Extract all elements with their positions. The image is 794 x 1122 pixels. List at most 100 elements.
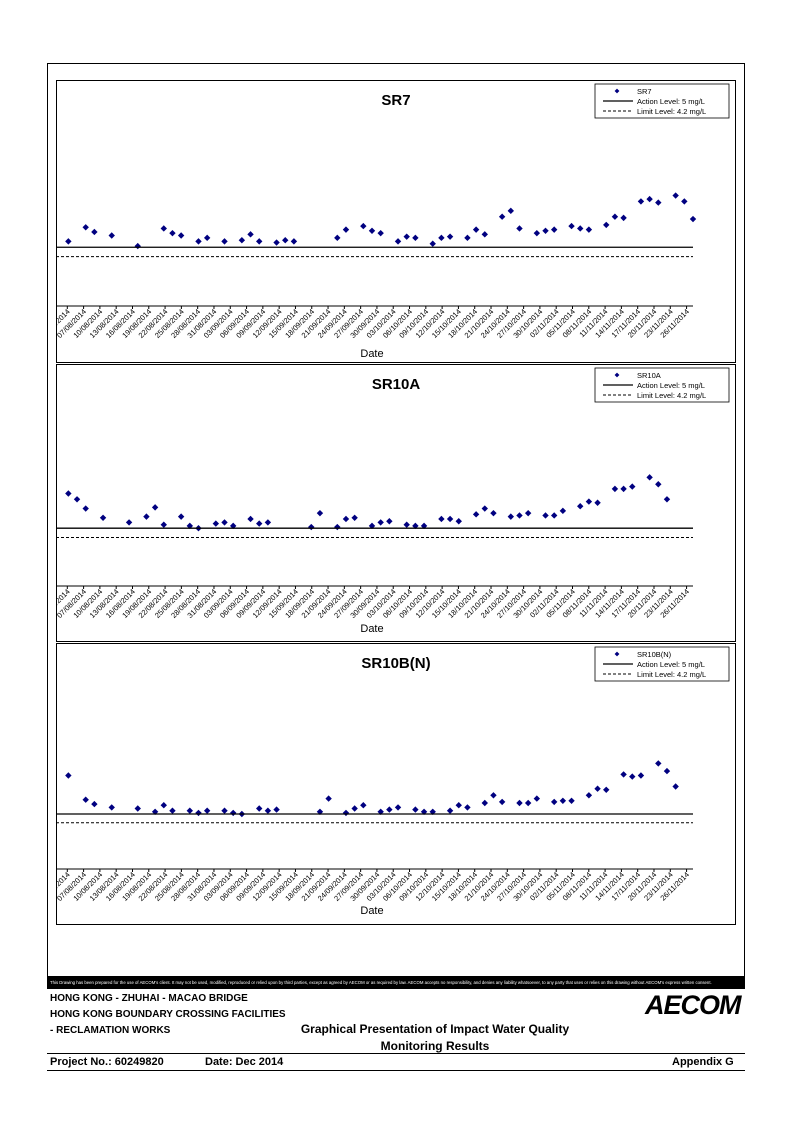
data-point [177, 513, 185, 520]
data-point [498, 213, 506, 220]
data-point [516, 512, 523, 519]
data-point [516, 225, 523, 232]
chart-title: SR10A [372, 376, 421, 393]
data-point [290, 238, 298, 245]
data-point [247, 231, 254, 238]
data-point [655, 481, 662, 488]
data-point [533, 229, 541, 237]
data-point [603, 786, 610, 793]
data-point [125, 519, 133, 526]
issue-date: Date: Dec 2014 [205, 1056, 284, 1068]
data-point [203, 234, 211, 242]
data-point [368, 227, 376, 234]
data-point [91, 228, 98, 236]
legend-entry-label: Limit Level: 4.2 mg/L [637, 391, 706, 400]
data-point [264, 519, 272, 526]
data-point [256, 520, 263, 527]
legend-marker-sample [614, 88, 620, 94]
data-point [446, 233, 454, 240]
data-point [559, 507, 567, 515]
data-point [585, 498, 593, 505]
data-point [577, 503, 584, 510]
data-point [672, 192, 679, 199]
data-point [490, 509, 497, 517]
data-point [464, 234, 471, 242]
data-point [221, 807, 228, 814]
data-point [334, 523, 341, 531]
data-point [82, 796, 89, 803]
footer-divider [47, 1053, 745, 1054]
legend-entry-label: SR7 [637, 87, 652, 96]
data-point [212, 520, 220, 527]
data-point [585, 792, 593, 799]
data-point [472, 511, 480, 518]
data-point [65, 772, 72, 779]
data-point [342, 515, 350, 523]
project-number: Project No.: 60249820 [50, 1056, 164, 1068]
data-point [73, 496, 81, 503]
data-point [394, 238, 402, 245]
data-point [429, 240, 436, 247]
data-point [689, 215, 697, 223]
data-point [82, 505, 89, 512]
data-point [256, 805, 263, 812]
data-point [256, 238, 263, 245]
data-point [412, 234, 419, 242]
legend-entry-label: Action Level: 5 mg/L [637, 660, 705, 669]
data-point [550, 512, 558, 519]
data-point [186, 522, 194, 530]
drawing-title-line-2: Monitoring Results [380, 1039, 490, 1053]
data-point [637, 198, 645, 205]
data-point [420, 522, 428, 530]
data-point [516, 799, 523, 807]
chart-sr10bn: SR10B(N)0246810121416Concentration, mg/L… [57, 646, 730, 917]
data-point [620, 485, 627, 493]
legend-entry-label: SR10B(N) [637, 650, 672, 659]
data-point [611, 485, 619, 493]
data-point [577, 225, 584, 232]
data-point [247, 515, 254, 523]
data-point [481, 799, 488, 807]
data-point [221, 519, 228, 526]
data-point [403, 233, 410, 240]
data-point [646, 474, 653, 481]
x-axis-label: Date [360, 623, 383, 635]
data-point [351, 514, 358, 521]
data-point [108, 804, 115, 811]
data-point [169, 229, 176, 237]
project-name-line-3: - RECLAMATION WORKS [50, 1025, 171, 1036]
chart-panel-sr7: SR70246810121416Concentration, mg/L01/08… [56, 80, 736, 363]
data-point [229, 809, 237, 817]
data-point [585, 226, 593, 233]
data-point [629, 773, 636, 780]
data-point [629, 483, 636, 490]
data-point [342, 226, 350, 233]
data-point [169, 807, 176, 814]
data-point [438, 234, 445, 242]
data-point [524, 799, 532, 807]
data-point [221, 238, 228, 245]
data-point [377, 519, 384, 526]
data-point [507, 513, 515, 520]
data-point [533, 795, 541, 802]
legend-entry-label: SR10A [637, 371, 661, 380]
data-point [412, 522, 419, 530]
data-point [273, 806, 280, 813]
data-point [559, 797, 567, 804]
data-point [472, 226, 480, 233]
data-point [594, 499, 601, 506]
data-point [481, 231, 488, 238]
legend-entry-label: Limit Level: 4.2 mg/L [637, 107, 706, 116]
chart-panel-sr10bn: SR10B(N)0246810121416Concentration, mg/L… [56, 643, 736, 925]
data-point [490, 792, 497, 799]
legend-entry-label: Action Level: 5 mg/L [637, 97, 705, 106]
data-point [134, 805, 141, 812]
data-point [160, 802, 167, 809]
data-point [316, 509, 324, 517]
data-point [542, 227, 549, 234]
chart-sr10a: SR10A0246810121416Concentration, mg/L01/… [57, 367, 730, 635]
footer-bottom-rule [47, 1070, 745, 1071]
data-point [229, 522, 237, 530]
data-point [108, 232, 115, 239]
data-point [151, 504, 159, 511]
